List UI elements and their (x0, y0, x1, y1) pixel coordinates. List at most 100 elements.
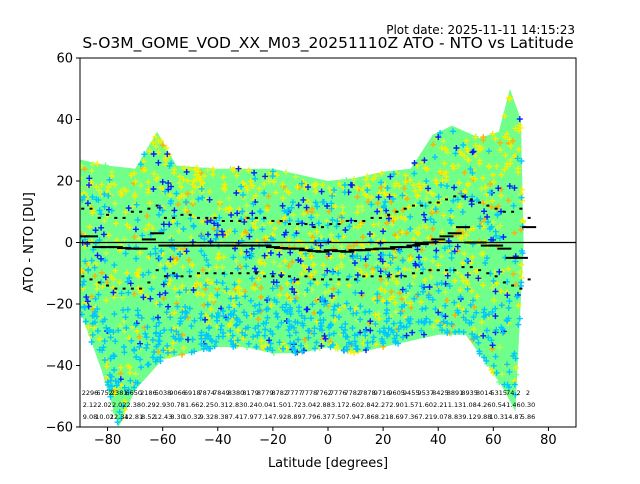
stat-label: 7.94 (346, 413, 360, 421)
x-axis-label: Latitude [degrees] (268, 456, 388, 471)
stat-label: 2.25 (200, 401, 214, 409)
stat-label: 2.12 (83, 401, 97, 409)
stat-label: 9.12 (462, 413, 476, 421)
stat-label: 9537 (418, 389, 435, 397)
x-tick-label: −80 (94, 433, 121, 448)
stat-label: 1.13 (448, 401, 462, 409)
stat-label: 1.46 (506, 401, 520, 409)
stat-label: 9.32 (200, 413, 214, 421)
chart-title: S-O3M_GOME_VOD_XX_M03_20251110Z ATO - NT… (82, 34, 574, 52)
stat-label: 10.02 (95, 413, 114, 421)
stat-label: 0.29 (141, 401, 155, 409)
stat-label: 7.21 (419, 413, 433, 421)
stat-label: 2296 (82, 389, 99, 397)
stat-label: 8425 (432, 389, 449, 397)
stat-label: 9.07 (433, 413, 447, 421)
x-tick-label: 0 (324, 433, 332, 448)
stat-label: 8179 (242, 389, 259, 397)
scatter-markers (80, 128, 526, 426)
stat-label: 14.87 (504, 413, 523, 421)
stat-label: 2.02 (97, 401, 111, 409)
stat-label: 9605 (388, 389, 405, 397)
plot-date: Plot date: 2025-11-11 14:15:23 (386, 23, 575, 37)
y-tick-label: −60 (46, 421, 73, 436)
stat-label: 7874 (199, 389, 216, 397)
series-layer (80, 195, 537, 290)
stat-label: 8.89 (287, 413, 301, 421)
stat-label: 8935 (461, 389, 478, 397)
stat-label: 1.50 (273, 401, 287, 409)
stat-label: 8014 (476, 389, 493, 397)
stat-label: 2186 (140, 389, 157, 397)
stat-label: 2.21 (433, 401, 447, 409)
stat-label: 2.38 (127, 401, 141, 409)
stat-label: 6.37 (316, 413, 330, 421)
x-tick-label: 40 (430, 433, 447, 448)
stat-label: 7.92 (273, 413, 287, 421)
stat-label: 8.83 (448, 413, 462, 421)
stat-label: 0.30 (521, 401, 535, 409)
stat-label: 12.34 (110, 413, 129, 421)
stat-label: 2.88 (316, 401, 330, 409)
stat-label: 0.04 (258, 401, 272, 409)
stat-label: 1.66 (185, 401, 199, 409)
scatter-markers (80, 135, 527, 378)
stat-label: 1.08 (462, 401, 476, 409)
y-tick-label: −40 (46, 359, 73, 374)
scatter-markers (80, 94, 526, 421)
stat-label: 2.90 (389, 401, 403, 409)
stat-label: 2.02 (112, 401, 126, 409)
stat-label: 74.2 (506, 389, 520, 397)
stat-label: 6650 (126, 389, 143, 397)
y-tick-label: −20 (46, 298, 73, 313)
annotation-layer: 2296675223816650218650389066691878747849… (82, 389, 536, 421)
stat-label: 5315 (491, 389, 508, 397)
stat-label: 6918 (184, 389, 201, 397)
stat-label: 5038 (155, 389, 172, 397)
stat-label: 2 (526, 389, 530, 397)
stat-label: 8.21 (375, 413, 389, 421)
x-tick-label: −60 (149, 433, 176, 448)
stat-label: 7849 (213, 389, 230, 397)
stat-label: 2.84 (360, 401, 374, 409)
stat-label: 8.30 (170, 413, 184, 421)
stat-label: 4.26 (477, 401, 491, 409)
stat-label: 12.43 (154, 413, 173, 421)
stat-label: 2381 (111, 389, 128, 397)
stat-label: 9455 (403, 389, 420, 397)
stat-label: 7778 (301, 389, 318, 397)
stat-label: 9.08 (83, 413, 97, 421)
stat-label: 2.83 (229, 401, 243, 409)
stat-label: 1.57 (404, 401, 418, 409)
stat-label: 6752 (96, 389, 113, 397)
stat-label: 8.52 (141, 413, 155, 421)
y-tick-label: 40 (56, 113, 73, 128)
x-tick-label: −40 (204, 433, 231, 448)
stat-label: 7.97 (243, 413, 257, 421)
stat-label: 9066 (169, 389, 186, 397)
stat-label: 9716 (374, 389, 391, 397)
y-axis-label: ATO - NTO [DU] (22, 192, 37, 293)
point-cloud (80, 88, 527, 427)
axes-layer: −80 −60 −40 −20 0 20 40 60 80 −60 −40 −20 0 20 40 60 Lat… (22, 52, 557, 472)
stat-label: 9.88 (477, 413, 491, 421)
stat-label: 7777 (286, 389, 303, 397)
stat-label: 3.04 (302, 401, 316, 409)
y-tick-label: 60 (56, 52, 73, 67)
stat-label: 8891 (447, 389, 464, 397)
stat-label: 8779 (257, 389, 274, 397)
stat-label: 10.32 (183, 413, 202, 421)
stat-label: 7.41 (229, 413, 243, 421)
stat-label: 2.60 (346, 401, 360, 409)
stat-label: 7776 (330, 389, 347, 397)
stat-label: 1.60 (419, 401, 433, 409)
stat-label: 12.81 (124, 413, 143, 421)
stat-label: 7.86 (360, 413, 374, 421)
stat-label: 0.78 (170, 401, 184, 409)
stat-label: 5.86 (521, 413, 535, 421)
stat-label: 3.17 (331, 401, 345, 409)
y-tick-label: 20 (56, 175, 73, 190)
x-tick-label: 60 (485, 433, 502, 448)
